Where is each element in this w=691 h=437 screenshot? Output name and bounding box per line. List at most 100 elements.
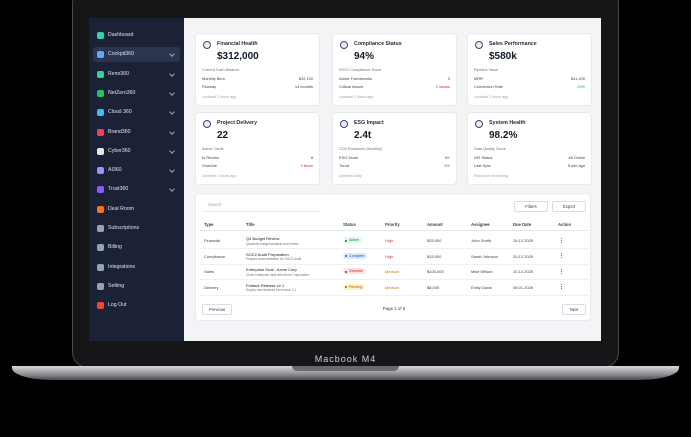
card-caption: SOC2 Compliance Score (339, 68, 382, 72)
chevron (169, 147, 175, 154)
sidebar-icon (97, 89, 104, 97)
cell-amount: $8,000 (427, 284, 440, 290)
metric-card: Project Delivery 22 Active Cards In Review 8… (195, 112, 320, 185)
sidebar-item[interactable]: Trust360 (93, 182, 180, 197)
cell-title: Q4 Budget Review (246, 236, 280, 241)
card-row-label: Conversion Rate (474, 84, 503, 89)
sidebar-item[interactable]: Integrations (93, 260, 180, 275)
sidebar-item[interactable]: Reno360 (93, 67, 180, 82)
sidebar-label: Cockpit360 (108, 51, 134, 58)
column-header: Priority (385, 222, 400, 227)
card-row-label: Last Sync (474, 163, 492, 168)
previous-button[interactable]: Previous (202, 304, 232, 315)
card-footer: Real-time monitoring (474, 174, 509, 178)
cell-due-date: 10.12.2025 (513, 269, 534, 274)
cell-priority: High (385, 253, 394, 259)
card-caption: Pipeline Value (474, 68, 498, 72)
card-value: 2.4t (354, 130, 372, 141)
card-row-label: Monthly Burn (202, 76, 225, 81)
card-row-value: All Online (568, 155, 585, 160)
card-row-label: API Status (474, 155, 493, 160)
sidebar-item[interactable]: Billing (93, 240, 180, 255)
sidebar-item[interactable]: Deal Room (93, 202, 180, 217)
column-header: Due Date (513, 222, 532, 227)
status-badge: Overdue (343, 268, 366, 274)
status-badge: Active (343, 237, 362, 243)
action-dot (561, 239, 563, 241)
sidebar-item[interactable]: Dashboard (93, 28, 180, 43)
sidebar-label: AI360 (108, 167, 122, 174)
chevron (169, 109, 175, 116)
page-indicator: Page 1 of 5 (382, 306, 406, 311)
sidebar-label: Trust360 (108, 186, 129, 193)
card-row-value: 2 issues (435, 84, 450, 89)
metric-card: Compliance Status 94% SOC2 Compliance Scor… (332, 33, 457, 106)
action-dot (561, 288, 563, 290)
action-dot (561, 270, 563, 272)
sidebar-item[interactable]: Setting (93, 279, 180, 294)
card-row-label: MRR (474, 76, 483, 81)
sidebar: Dashboard Cockpit360 Reno360 NetZero360 Clou… (89, 18, 184, 341)
row-divider (200, 263, 588, 265)
action-dot[interactable] (561, 268, 563, 270)
sidebar-label: NetZero360 (108, 89, 136, 96)
cell-subtitle: Quarterly budget analysis and review (246, 241, 299, 246)
action-dot[interactable] (561, 253, 563, 255)
cell-due-date: 15.12.2025 (513, 238, 534, 243)
row-divider (200, 279, 588, 280)
column-header: Title (246, 222, 255, 227)
cell-subtitle: Deploy new features for version 2.1 (246, 288, 297, 292)
card-row-value: $41,200 (570, 76, 585, 81)
card-caption: Data Quality Score (474, 147, 506, 151)
sidebar-item[interactable]: Brand360 (93, 125, 180, 140)
action-dot (561, 255, 563, 257)
sidebar-item[interactable]: Cockpit360 (93, 47, 180, 63)
search-input[interactable]: Search (202, 200, 320, 212)
sidebar-item[interactable]: AI360 (93, 163, 180, 178)
sidebar-item[interactable]: Subscriptions (93, 221, 180, 236)
cell-assignee: Mike Wilson (471, 269, 493, 274)
cell-amount: $25,000 (427, 238, 442, 243)
card-caption: CO2 Emissions (Monthly) (339, 147, 383, 151)
metric-card: ESG Impact 2.4t CO2 Emissions (Monthly) ESG… (332, 112, 457, 185)
table-card: Search Filters Export Type Title Status Priori… (195, 193, 591, 321)
sidebar-item[interactable]: Cyber360 (93, 144, 180, 159)
card-title: Compliance Status (354, 41, 402, 47)
card-value: $312,000 (217, 51, 259, 62)
card-footer: Updated 2 hours ago (202, 174, 237, 178)
row-divider (200, 248, 588, 249)
sidebar-label: Reno360 (108, 70, 130, 77)
card-footer: Updated 2 hours ago (474, 95, 509, 99)
status-dot (345, 270, 347, 273)
card-value: 22 (217, 130, 229, 141)
card-footer: Updated 2 hours ago (202, 95, 237, 99)
cell-priority: High (385, 238, 394, 243)
sidebar-icon (97, 128, 104, 136)
sidebar-item[interactable]: Cloud 360 (93, 105, 180, 120)
card-footer: Updated 2 hours ago (339, 95, 374, 99)
sidebar-icon (97, 282, 104, 290)
sidebar-icon (97, 147, 104, 155)
cell-type: Sales (204, 269, 215, 274)
sidebar-item[interactable]: NetZero360 (93, 86, 180, 101)
sidebar-item[interactable]: Log Out (93, 298, 180, 313)
cell-subtitle: Close enterprise deal with Acme Corporat… (246, 272, 310, 277)
sidebar-icon (97, 186, 104, 194)
cell-priority: Medium (385, 284, 400, 290)
next-button[interactable]: Next (562, 304, 586, 315)
chevron (169, 70, 175, 77)
sidebar-label: Log Out (108, 302, 127, 309)
action-dot[interactable] (561, 237, 563, 239)
card-row-value: 14 months (294, 84, 313, 89)
sidebar-icon (97, 51, 104, 59)
action-dot[interactable] (561, 284, 563, 286)
chevron (169, 186, 175, 193)
sidebar-label: Subscriptions (108, 225, 140, 231)
cell-assignee: John Smith (471, 238, 492, 243)
filters-button[interactable]: Filters (514, 201, 548, 212)
cell-title: Enterprise Deal - Acme Corp (246, 267, 297, 272)
cell-title: Feature Release v2.1 (246, 282, 285, 288)
sidebar-label: Cyber360 (108, 147, 131, 154)
export-button[interactable]: Export (552, 201, 586, 212)
